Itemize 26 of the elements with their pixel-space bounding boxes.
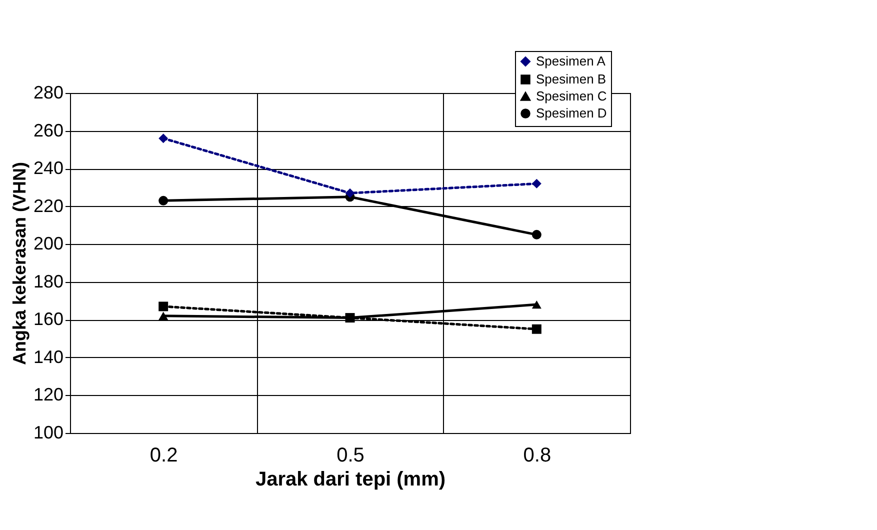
y-axis-title: Angka kekerasan (VHN) bbox=[9, 162, 30, 366]
x-axis-title: Jarak dari tepi (mm) bbox=[255, 468, 446, 490]
legend-label: Spesimen D bbox=[536, 106, 607, 120]
point bbox=[158, 302, 168, 312]
legend-label: Spesimen A bbox=[536, 54, 606, 68]
point bbox=[532, 178, 542, 188]
y-tick-label: 140 bbox=[33, 346, 64, 367]
x-tick-label: 0.5 bbox=[336, 444, 364, 466]
x-tick-label: 0.2 bbox=[150, 444, 178, 466]
point bbox=[532, 230, 542, 240]
y-tick-label: 200 bbox=[33, 234, 64, 254]
y-tick-label: 100 bbox=[33, 422, 64, 442]
y-tick-label: 220 bbox=[33, 196, 64, 216]
point bbox=[158, 196, 168, 206]
legend-label: Spesimen B bbox=[536, 72, 606, 86]
y-tick-label: 280 bbox=[33, 82, 64, 102]
x-tick-label: 0.8 bbox=[523, 444, 552, 466]
y-tick-label: 240 bbox=[33, 158, 64, 178]
point bbox=[345, 188, 355, 198]
y-tick-label: 120 bbox=[33, 384, 64, 405]
point bbox=[158, 134, 168, 144]
y-tick-label: 260 bbox=[33, 120, 64, 140]
y-tick-label: 180 bbox=[33, 271, 64, 292]
point bbox=[532, 324, 542, 334]
legend-label: Spesimen C bbox=[536, 88, 607, 104]
y-tick-label: 160 bbox=[33, 309, 64, 330]
